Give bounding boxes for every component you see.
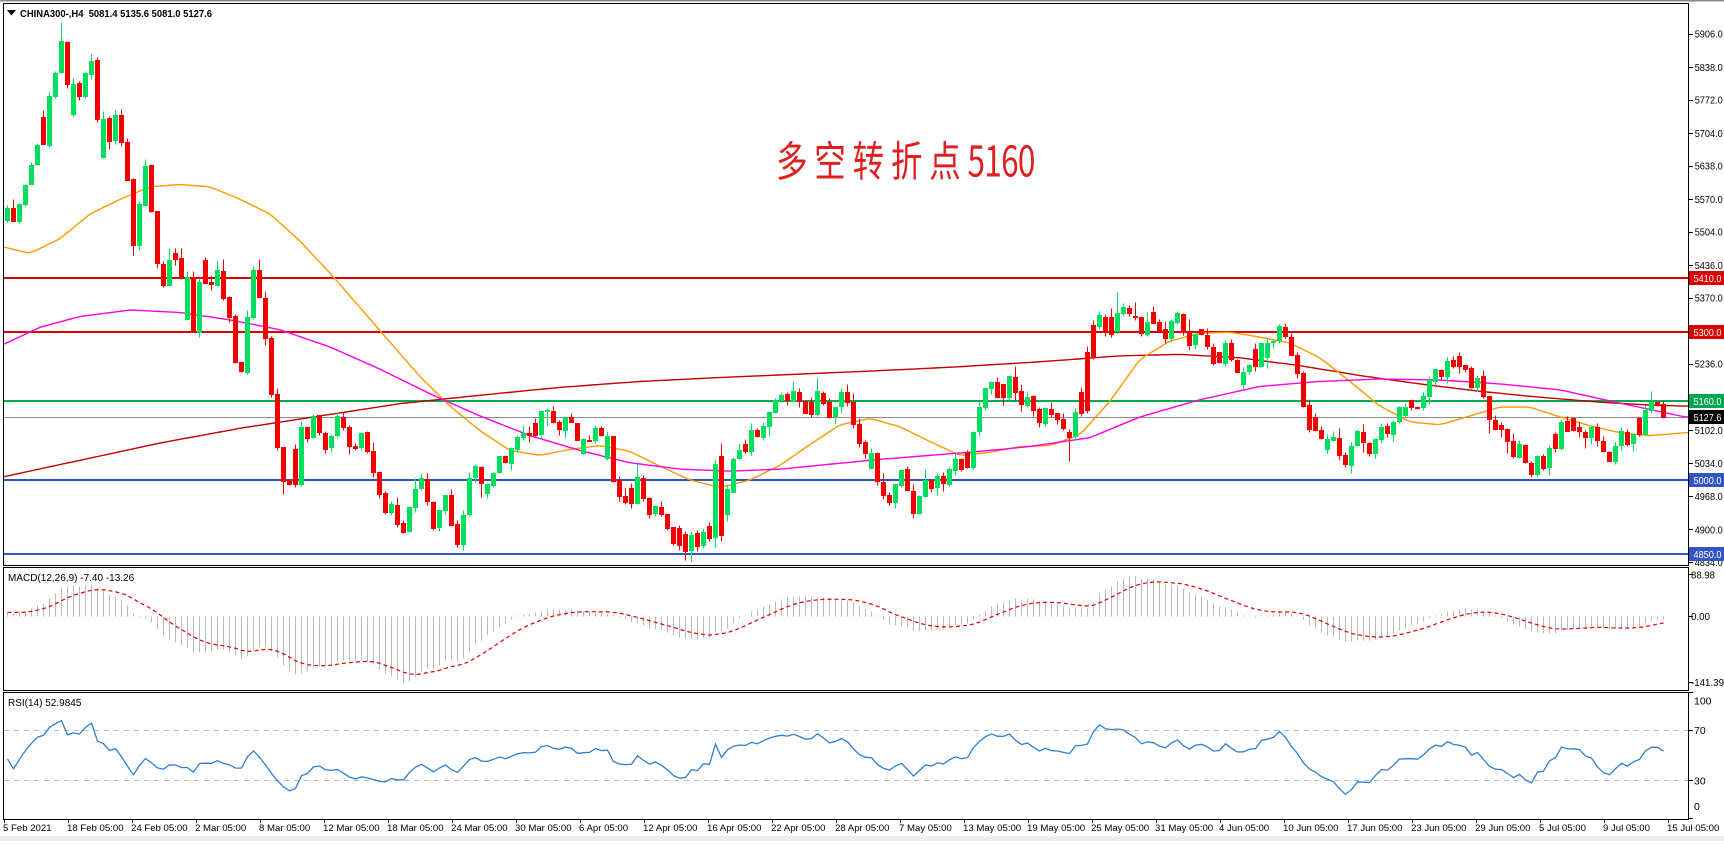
svg-text:2 Mar 05:00: 2 Mar 05:00 xyxy=(195,823,246,834)
svg-text:5160.0: 5160.0 xyxy=(1694,396,1722,408)
svg-text:MACD(12,26,9) -7.40 -13.26: MACD(12,26,9) -7.40 -13.26 xyxy=(8,573,135,584)
svg-text:7 May 05:00: 7 May 05:00 xyxy=(899,823,952,834)
svg-text:5906.0: 5906.0 xyxy=(1695,29,1723,41)
svg-text:4900.0: 4900.0 xyxy=(1695,524,1723,536)
svg-text:5772.0: 5772.0 xyxy=(1695,95,1723,107)
svg-text:13 May 05:00: 13 May 05:00 xyxy=(963,823,1021,834)
svg-text:30 Mar 05:00: 30 Mar 05:00 xyxy=(515,823,572,834)
svg-text:RSI(14) 52.9845: RSI(14) 52.9845 xyxy=(8,698,82,709)
svg-text:100: 100 xyxy=(1694,696,1712,708)
svg-text:5570.0: 5570.0 xyxy=(1695,194,1723,206)
svg-text:5704.0: 5704.0 xyxy=(1695,128,1723,140)
svg-text:5236.0: 5236.0 xyxy=(1695,359,1723,371)
svg-text:5504.0: 5504.0 xyxy=(1695,227,1723,239)
svg-text:5000.0: 5000.0 xyxy=(1694,475,1722,487)
svg-text:25 May 05:00: 25 May 05:00 xyxy=(1091,823,1149,834)
svg-text:5127.6: 5127.6 xyxy=(1694,412,1722,424)
svg-text:6 Apr 05:00: 6 Apr 05:00 xyxy=(579,823,628,834)
svg-text:0: 0 xyxy=(1694,801,1700,813)
svg-text:5638.0: 5638.0 xyxy=(1695,161,1723,173)
svg-text:9 Jul 05:00: 9 Jul 05:00 xyxy=(1603,823,1650,834)
svg-text:5436.0: 5436.0 xyxy=(1695,260,1723,272)
svg-text:5102.0: 5102.0 xyxy=(1695,425,1723,437)
svg-text:30: 30 xyxy=(1694,775,1706,787)
svg-text:18 Feb 05:00: 18 Feb 05:00 xyxy=(67,823,124,834)
svg-text:70: 70 xyxy=(1694,725,1706,737)
svg-text:17 Jun 05:00: 17 Jun 05:00 xyxy=(1347,823,1402,834)
svg-text:22 Apr 05:00: 22 Apr 05:00 xyxy=(771,823,825,834)
svg-text:31 May 05:00: 31 May 05:00 xyxy=(1155,823,1213,834)
svg-text:8 Mar 05:00: 8 Mar 05:00 xyxy=(259,823,310,834)
svg-text:16 Apr 05:00: 16 Apr 05:00 xyxy=(707,823,761,834)
svg-text:5034.0: 5034.0 xyxy=(1695,458,1723,470)
svg-text:19 May 05:00: 19 May 05:00 xyxy=(1027,823,1085,834)
svg-text:15 Jul 05:00: 15 Jul 05:00 xyxy=(1667,823,1719,834)
svg-text:4 Jun 05:00: 4 Jun 05:00 xyxy=(1219,823,1269,834)
svg-text:29 Jun 05:00: 29 Jun 05:00 xyxy=(1475,823,1530,834)
svg-text:5838.0: 5838.0 xyxy=(1695,62,1723,74)
svg-text:4968.0: 4968.0 xyxy=(1695,491,1723,503)
svg-text:5 Feb 2021: 5 Feb 2021 xyxy=(3,823,52,834)
svg-text:CHINA300-,H4 5081.4 5135.6 50: CHINA300-,H4 5081.4 5135.6 5081.0 5127.6 xyxy=(20,9,212,20)
svg-text:88.98: 88.98 xyxy=(1691,569,1715,581)
svg-text:4850.0: 4850.0 xyxy=(1694,549,1722,561)
svg-text:5410.0: 5410.0 xyxy=(1694,273,1722,285)
svg-text:12 Apr 05:00: 12 Apr 05:00 xyxy=(643,823,697,834)
svg-text:0.00: 0.00 xyxy=(1691,611,1710,623)
svg-text:5300.0: 5300.0 xyxy=(1694,327,1722,339)
svg-text:23 Jun 05:00: 23 Jun 05:00 xyxy=(1411,823,1466,834)
svg-text:28 Apr 05:00: 28 Apr 05:00 xyxy=(835,823,889,834)
svg-text:12 Mar 05:00: 12 Mar 05:00 xyxy=(323,823,380,834)
svg-text:5 Jul 05:00: 5 Jul 05:00 xyxy=(1539,823,1586,834)
svg-text:-141.39: -141.39 xyxy=(1691,677,1724,689)
svg-text:10 Jun 05:00: 10 Jun 05:00 xyxy=(1283,823,1338,834)
svg-text:24 Feb 05:00: 24 Feb 05:00 xyxy=(131,823,188,834)
svg-text:5370.0: 5370.0 xyxy=(1695,293,1723,305)
svg-text:24 Mar 05:00: 24 Mar 05:00 xyxy=(451,823,508,834)
svg-text:18 Mar 05:00: 18 Mar 05:00 xyxy=(387,823,444,834)
